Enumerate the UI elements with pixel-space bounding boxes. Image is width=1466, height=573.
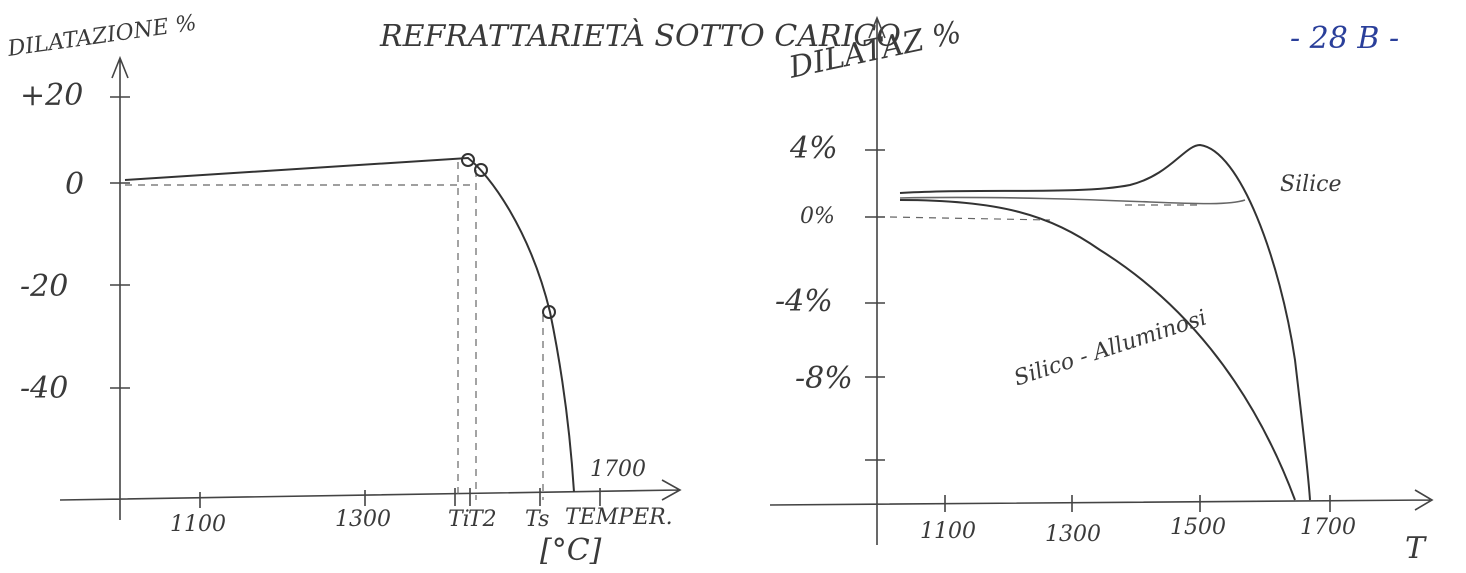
y-tick-label: 0% [800,204,835,229]
x-tick-label: 1100 [920,519,976,544]
page: REFRATTARIETÀ SOTTO CARICO - 28 B - DILA… [0,0,1466,573]
x-tick-label: 1500 [1170,515,1226,540]
ticks [110,97,600,508]
axes [770,18,1432,545]
x-unit: [°C] [540,533,602,568]
x-tick-label: 1100 [170,512,226,537]
page-number: - 28 B - [1290,21,1399,56]
y-tick-label: -8% [795,361,853,396]
y-tick-label: -20 [20,269,68,304]
y-tick-label: 0 [65,167,84,202]
left-chart: DILATAZIONE % +20 0 -20 -40 1100 1300 Ti… [5,11,680,568]
y-tick-label: +20 [20,78,83,113]
guides [890,205,1200,220]
x-label: TEMPER. [565,505,673,530]
x-tick-label: T2 [468,507,497,532]
guides [125,162,543,500]
curve-label: Silico - Alluminosi [1011,306,1210,392]
x-label: T [1405,531,1427,566]
x-tick-label: Ti [448,507,470,532]
y-label: DILATAZIONE % [5,11,198,62]
axes [60,58,680,520]
x-tick-label: Ts [525,507,549,532]
x-tick-label: 1300 [335,507,391,532]
x-tick-label: 1700 [1300,515,1356,540]
y-tick-label: -4% [775,284,833,319]
x-tick-label: 1700 [590,457,646,482]
ticks [865,150,1330,512]
curve [125,158,574,492]
x-tick-label: 1300 [1045,522,1101,547]
y-tick-label: 4% [789,131,838,166]
curve-label: Silice [1280,172,1342,197]
right-chart: DILATAZ % 4% 0% -4% -8% 1100 1300 1500 1… [770,15,1432,566]
y-tick-label: -40 [20,371,68,406]
point [462,154,474,166]
